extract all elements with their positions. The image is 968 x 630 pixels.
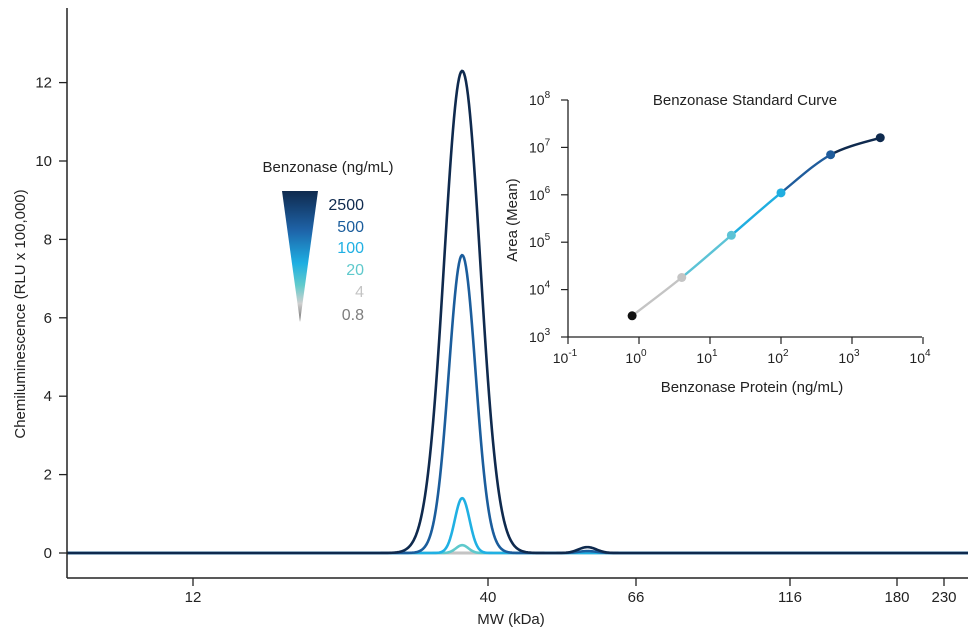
inset-curve-segment xyxy=(780,153,832,194)
inset-curve-segment xyxy=(680,234,733,279)
inset-x-tick-label: 100 xyxy=(625,348,647,366)
inset-curve-segment xyxy=(631,276,683,317)
inset-x-tick-label: 101 xyxy=(696,348,718,366)
inset-chart: 10-1 100 101 102 103 104 103 104 105 106 107 108 Be… xyxy=(504,90,931,396)
inset-y-tick-label: 104 xyxy=(529,280,551,298)
main-ticks: 0 2 4 6 8 10 12 12 40 66 116 180 230 xyxy=(35,75,956,606)
inset-data-point xyxy=(776,188,786,198)
legend-gradient-wedge xyxy=(282,191,318,322)
inset-x-tick-label: 10-1 xyxy=(553,348,578,366)
inset-curve-segment xyxy=(830,136,881,156)
series-line-2500 xyxy=(66,69,968,555)
inset-x-tick-label: 104 xyxy=(909,348,931,366)
x-tick-label: 180 xyxy=(884,589,909,606)
y-tick-label: 0 xyxy=(44,545,52,562)
inset-points xyxy=(627,133,885,321)
inset-title: Benzonase Standard Curve xyxy=(653,92,837,109)
inset-data-point xyxy=(677,273,687,283)
y-tick-label: 2 xyxy=(44,467,52,484)
legend-title: Benzonase (ng/mL) xyxy=(263,159,394,176)
inset-y-tick-label: 105 xyxy=(529,232,551,250)
legend-entry: 500 xyxy=(337,219,364,236)
x-tick-label: 40 xyxy=(480,589,497,606)
inset-x-tick-label: 102 xyxy=(767,348,789,366)
y-tick-label: 12 xyxy=(35,75,52,92)
x-axis-label: MW (kDa) xyxy=(477,611,545,628)
inset-curve xyxy=(631,136,881,317)
main-chart: 0 2 4 6 8 10 12 12 40 66 116 180 230 MW (kDa) Chemil… xyxy=(12,8,968,628)
legend-entry: 2500 xyxy=(328,197,364,214)
inset-y-tick-label: 103 xyxy=(529,327,551,345)
inset-y-tick-label: 108 xyxy=(529,90,551,108)
inset-y-tick-label: 106 xyxy=(529,185,551,203)
legend-entry: 4 xyxy=(355,284,364,301)
inset-x-tick-label: 103 xyxy=(838,348,860,366)
legend-entry: 20 xyxy=(346,262,364,279)
inset-x-axis-label: Benzonase Protein (ng/mL) xyxy=(661,379,844,396)
legend-entries: 2500 500 100 20 4 0.8 xyxy=(328,197,364,324)
inset-ticks: 10-1 100 101 102 103 104 103 104 105 106 107 108 xyxy=(529,90,931,366)
y-tick-label: 4 xyxy=(44,388,52,405)
y-tick-label: 8 xyxy=(44,231,52,248)
inset-y-tick-label: 107 xyxy=(529,137,551,155)
inset-y-axis-label: Area (Mean) xyxy=(504,178,521,261)
series-line-500 xyxy=(66,253,968,555)
x-tick-label: 12 xyxy=(185,589,202,606)
main-curves xyxy=(66,69,968,555)
inset-data-point xyxy=(627,311,637,321)
y-tick-label: 6 xyxy=(44,310,52,327)
inset-data-point xyxy=(726,230,736,240)
inset-data-point xyxy=(875,133,885,143)
inset-data-point xyxy=(826,150,836,160)
x-tick-label: 116 xyxy=(778,589,802,606)
legend-entry: 0.8 xyxy=(342,307,364,324)
x-tick-label: 66 xyxy=(628,589,645,606)
legend: Benzonase (ng/mL) 2500 500 100 20 4 0.8 xyxy=(263,159,394,324)
legend-entry: 100 xyxy=(337,240,364,257)
inset-curve-segment xyxy=(730,191,782,237)
y-axis-label: Chemiluminescence (RLU x 100,000) xyxy=(12,189,29,438)
y-tick-label: 10 xyxy=(35,153,52,170)
x-tick-label: 230 xyxy=(931,589,956,606)
series-line-100 xyxy=(66,496,968,555)
